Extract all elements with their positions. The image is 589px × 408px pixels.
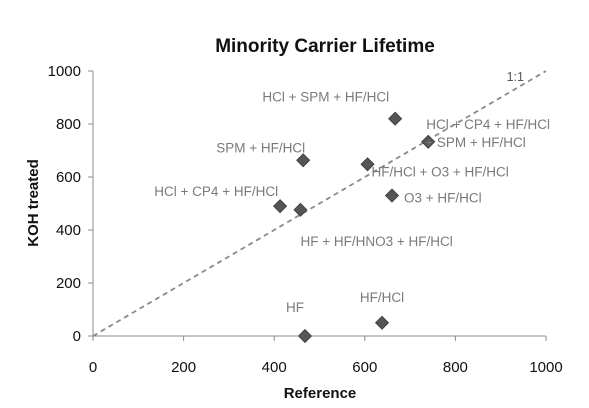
y-tick-label: 400	[56, 222, 81, 239]
data-point	[360, 157, 375, 172]
point-label: + SPM + HF/HCl	[425, 135, 526, 150]
x-axis-title: Reference	[284, 385, 357, 402]
x-tick-label: 800	[443, 359, 468, 376]
data-point	[296, 153, 311, 168]
data-point	[293, 202, 308, 217]
x-tick-label: 600	[352, 359, 377, 376]
x-tick-label: 200	[171, 359, 196, 376]
y-tick-label: 1000	[48, 63, 81, 80]
point-labels: HF HF/HCl HCl + CP4 + HF/HCl HF + HF/HNO3 +…	[154, 90, 550, 315]
one-to-one-line	[92, 70, 547, 337]
data-point	[374, 315, 390, 330]
point-label: HCl + CP4 + HF/HCl	[426, 117, 550, 132]
data-point	[388, 111, 403, 126]
x-tick-label: 0	[89, 359, 97, 376]
x-tick-label: 1000	[529, 359, 562, 376]
data-points	[273, 111, 436, 344]
y-tick-label: 800	[56, 116, 81, 133]
point-label: HF	[286, 300, 304, 315]
point-label: O3 + HF/HCl	[404, 191, 482, 206]
point-label: HCl + CP4 + HF/HCl	[154, 184, 278, 199]
point-label: HF + HF/HNO3 + HF/HCl	[300, 234, 452, 249]
point-label: HF/HCl	[360, 290, 404, 305]
data-point	[421, 134, 436, 149]
point-label: HF/HCl + O3 + HF/HCl	[372, 164, 509, 179]
y-axis-title: KOH treated	[25, 159, 42, 247]
y-tick-label: 600	[56, 169, 81, 186]
chart-title: Minority Carrier Lifetime	[215, 36, 435, 57]
data-point	[297, 328, 313, 344]
y-tick-label: 0	[73, 328, 81, 345]
point-label: SPM + HF/HCl	[216, 140, 305, 155]
y-tick-label: 200	[56, 275, 81, 292]
one-to-one-label: 1:1	[507, 70, 524, 84]
data-point	[384, 188, 400, 203]
data-point	[273, 199, 288, 214]
x-tick-label: 400	[262, 359, 287, 376]
point-label: HCl + SPM + HF/HCl	[262, 90, 389, 105]
reference-line-group: 1:1	[92, 70, 547, 337]
axes: 0 200 400 600 800 1000 0 200 400 600 800 1000	[48, 63, 563, 376]
